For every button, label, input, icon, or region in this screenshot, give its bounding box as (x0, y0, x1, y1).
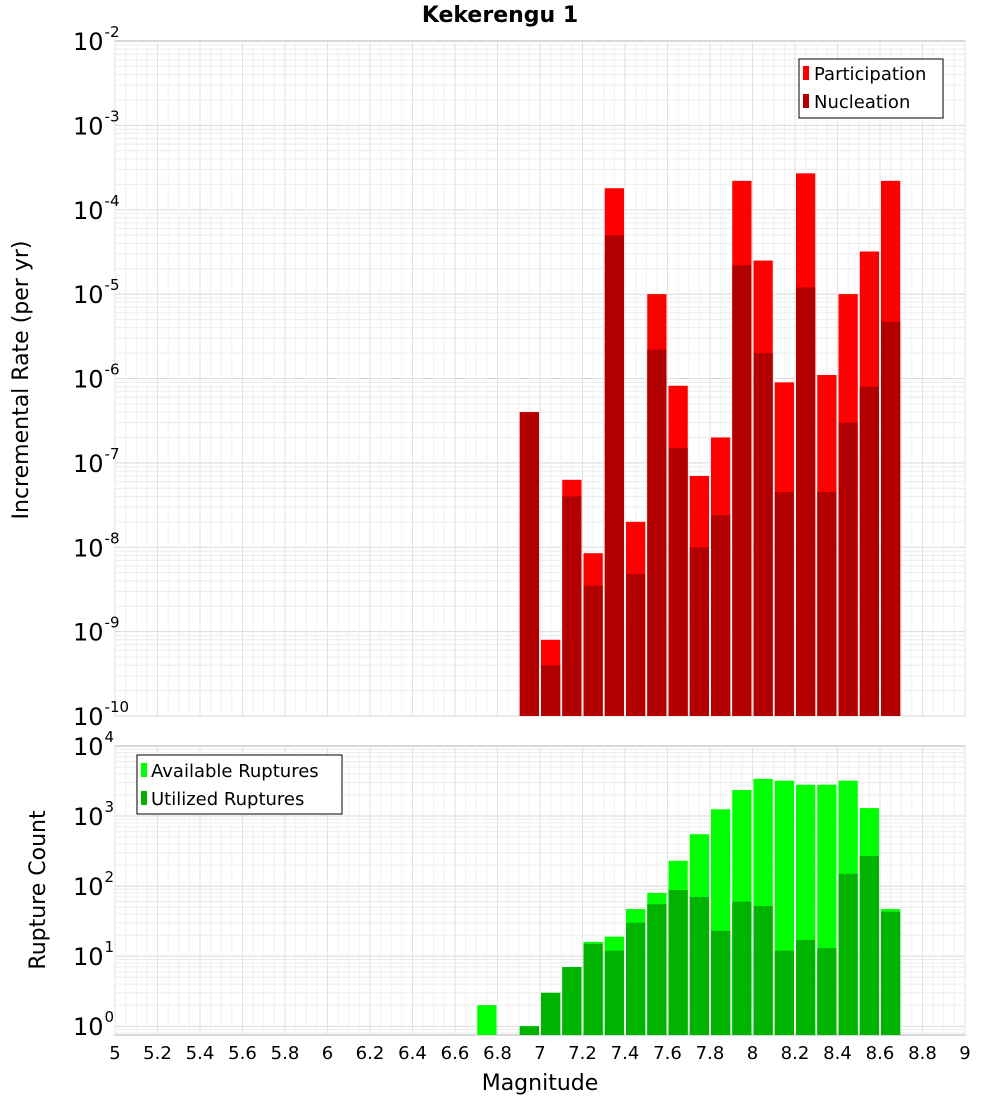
x-tick-label: 9 (959, 1043, 970, 1064)
y-tick-label: 10-9 (73, 614, 120, 647)
rate-bar-nucleation (647, 349, 667, 716)
x-tick-label: 7.4 (611, 1043, 640, 1064)
x-tick-label: 8 (747, 1043, 758, 1064)
rate-bar-nucleation (583, 585, 603, 716)
bottom-y-tick-labels: 104 103 102 101 100 (73, 728, 114, 1041)
x-tick-label: 8.8 (908, 1043, 937, 1064)
y-tick-label: 10-3 (73, 107, 120, 140)
x-tick-label: 5.4 (186, 1043, 215, 1064)
legend-label-nucleation: Nucleation (814, 92, 910, 113)
y-tick-label: 101 (73, 938, 114, 971)
count-bar-available (477, 1005, 497, 1035)
top-plot-area: 10-2 10-3 10-4 10-5 10-6 10-7 10-8 10-9 10-10 (73, 23, 966, 731)
y-tick-label: 10-8 (73, 529, 120, 562)
count-bar-utilized (647, 904, 667, 1035)
top-y-axis-label: Incremental Rate (per yr) (9, 241, 34, 520)
count-bar-utilized (732, 901, 752, 1035)
rate-bar-nucleation (711, 515, 731, 716)
x-tick-label: 6.8 (483, 1043, 512, 1064)
bottom-y-axis-label: Rupture Count (26, 810, 51, 970)
rate-bar-nucleation (562, 496, 582, 716)
x-tick-label: 8.4 (823, 1043, 852, 1064)
rate-bar-nucleation (626, 574, 646, 716)
count-bar-utilized (689, 896, 709, 1035)
x-tick-label: 7.6 (653, 1043, 682, 1064)
y-tick-label: 10-7 (73, 445, 120, 478)
x-tick-label: 7.8 (696, 1043, 725, 1064)
rate-bar-nucleation (817, 492, 837, 716)
count-bar-utilized (753, 906, 773, 1035)
y-tick-label: 10-2 (73, 23, 120, 56)
y-tick-label: 100 (73, 1008, 114, 1041)
x-tick-label: 6 (322, 1043, 333, 1064)
rate-bar-nucleation (604, 235, 624, 716)
x-tick-label: 5.8 (271, 1043, 300, 1064)
y-tick-label: 10-4 (73, 192, 120, 225)
count-bar-utilized (626, 922, 646, 1035)
count-bar-utilized (711, 930, 731, 1035)
legend-swatch-utilized (141, 791, 147, 805)
rate-bar-nucleation (774, 492, 794, 716)
y-tick-label: 10-5 (73, 276, 120, 309)
count-bar-utilized (519, 1026, 539, 1035)
x-tick-label: 8.6 (866, 1043, 895, 1064)
rate-bar-nucleation (541, 665, 561, 716)
legend-label-available: Available Ruptures (151, 761, 319, 782)
x-tick-label: 7 (534, 1043, 545, 1064)
x-tick-label: 6.2 (356, 1043, 385, 1064)
legend-swatch-nucleation (803, 94, 809, 108)
rate-bar-nucleation (732, 265, 752, 716)
rate-bar-nucleation (668, 448, 688, 716)
bottom-legend-box (136, 754, 343, 815)
bottom-legend: Available Ruptures Utilized Ruptures (136, 754, 343, 815)
count-bar-utilized (881, 911, 901, 1035)
rate-bar-nucleation (859, 386, 879, 716)
count-bar-utilized (838, 873, 858, 1035)
bottom-plot-area: 104 103 102 101 100 5 5.2 5.4 5.6 5.8 6 6.2 6.4 6.6 6… (73, 728, 971, 1064)
rate-bar-nucleation (796, 287, 816, 716)
x-tick-labels: 5 5.2 5.4 5.6 5.8 6 6.2 6.4 6.6 6.8 7 7.2 7.4 7.6 7.8 8… (109, 1043, 970, 1064)
x-tick-label: 6.6 (441, 1043, 470, 1064)
bottom-bars (477, 778, 901, 1035)
x-tick-label: 5.2 (143, 1043, 172, 1064)
top-legend-box (798, 58, 944, 119)
legend-swatch-participation (803, 66, 809, 80)
top-bars (519, 173, 901, 717)
count-bar-utilized (604, 950, 624, 1035)
count-bar-utilized (817, 948, 837, 1035)
top-y-tick-labels: 10-2 10-3 10-4 10-5 10-6 10-7 10-8 10-9 10-10 (73, 23, 129, 731)
rate-bar-nucleation (753, 353, 773, 716)
rate-bar-nucleation (838, 422, 858, 716)
count-bar-utilized (541, 992, 561, 1035)
x-tick-label: 6.4 (398, 1043, 427, 1064)
y-tick-label: 104 (73, 728, 114, 761)
x-tick-label: 5 (109, 1043, 120, 1064)
count-bar-utilized (668, 890, 688, 1035)
count-bar-utilized (774, 950, 794, 1035)
count-bar-utilized (562, 967, 582, 1035)
y-tick-label: 10-10 (73, 698, 129, 731)
legend-label-utilized: Utilized Ruptures (151, 789, 304, 810)
y-tick-label: 10-6 (73, 361, 120, 394)
x-tick-label: 8.2 (781, 1043, 810, 1064)
legend-label-participation: Participation (814, 64, 926, 85)
x-tick-label: 5.6 (228, 1043, 257, 1064)
top-legend: Participation Nucleation (798, 58, 944, 119)
legend-swatch-available (141, 763, 147, 777)
y-tick-label: 103 (73, 798, 114, 831)
top-gridlines (114, 41, 966, 717)
y-tick-label: 102 (73, 868, 114, 901)
rate-bar-nucleation (519, 412, 539, 716)
rate-bar-nucleation (881, 321, 901, 716)
rate-bar-nucleation (689, 547, 709, 716)
count-bar-utilized (859, 855, 879, 1035)
x-tick-label: 7.2 (568, 1043, 597, 1064)
chart-title: Kekerengu 1 (422, 3, 578, 28)
count-bar-utilized (796, 940, 816, 1035)
count-bar-utilized (583, 943, 603, 1035)
x-axis-label: Magnitude (482, 1071, 599, 1096)
